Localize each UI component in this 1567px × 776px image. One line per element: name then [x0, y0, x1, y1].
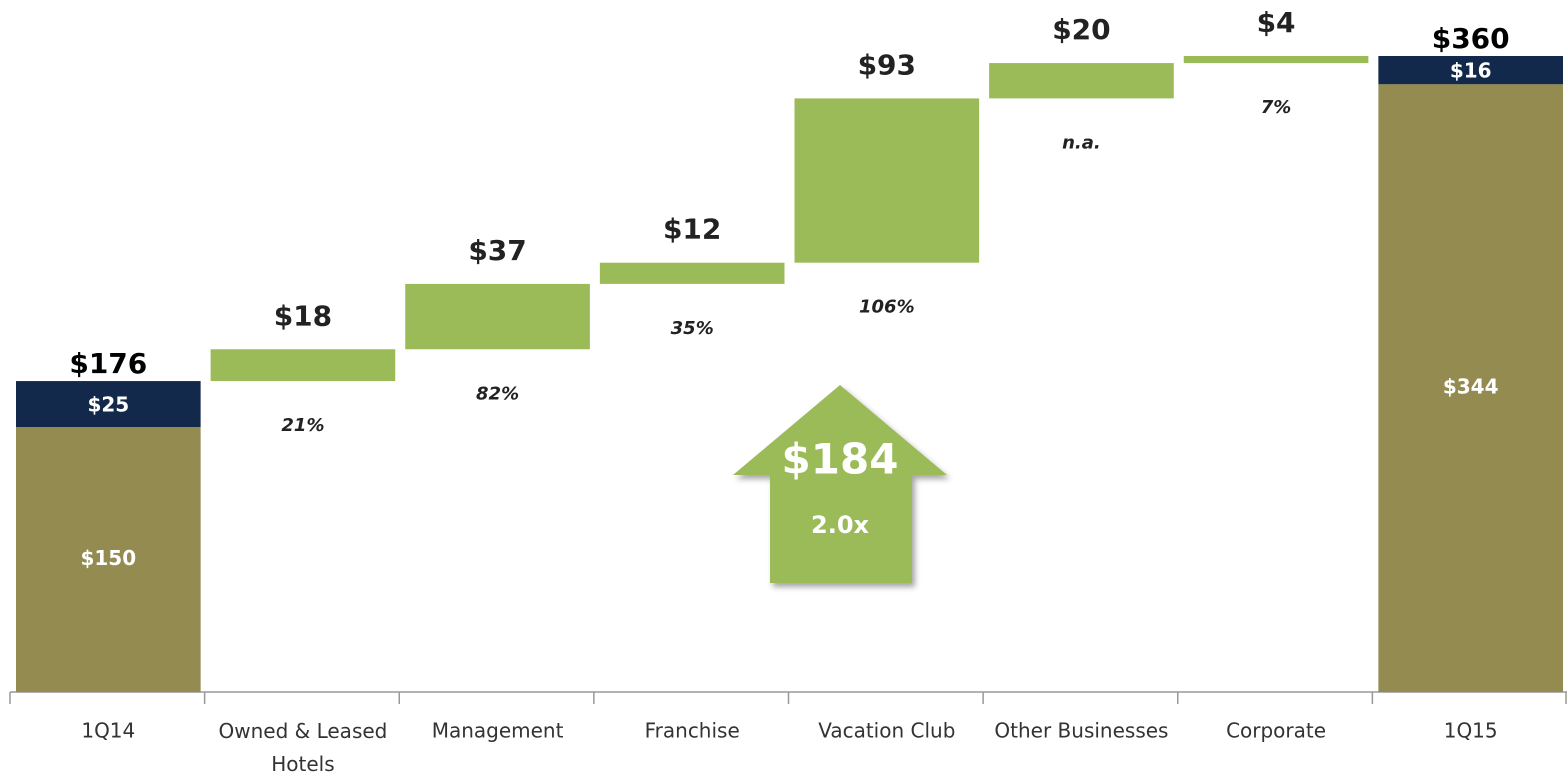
bar	[405, 283, 590, 350]
segment-label: $150	[80, 546, 136, 570]
growth-label: n.a.	[1062, 132, 1101, 153]
growth-arrow	[733, 385, 947, 583]
growth-label: 106%	[859, 297, 915, 318]
label-line: Hotels	[271, 752, 334, 776]
segment-label: $344	[1443, 375, 1499, 399]
growth-label: 7%	[1261, 97, 1292, 118]
value-label: $93	[858, 48, 916, 81]
growth-label: 21%	[281, 415, 324, 436]
value-label: $4	[1257, 6, 1296, 39]
bar	[210, 349, 396, 382]
arrow-value: $184	[782, 435, 899, 484]
value-label: $20	[1052, 13, 1110, 46]
segment-label: $16	[1450, 59, 1492, 83]
bar	[989, 63, 1174, 99]
x-tick-label: Owned & Leased Hotels	[219, 719, 388, 776]
total-label: $176	[69, 347, 147, 380]
value-label: $37	[468, 234, 526, 267]
value-label: $12	[663, 213, 721, 246]
segment-label: $25	[87, 393, 129, 417]
bar-segment	[1378, 56, 1563, 85]
x-tick-label: Other Businesses	[994, 719, 1168, 743]
value-label: $18	[274, 299, 332, 332]
bar-segment	[16, 427, 201, 692]
x-tick-label: 1Q14	[81, 719, 135, 743]
total-label: $360	[1432, 22, 1510, 55]
x-tick-label: 1Q15	[1444, 719, 1498, 743]
bar-segment	[1378, 84, 1563, 693]
bar	[1183, 56, 1369, 64]
x-tick-label: Corporate	[1226, 719, 1326, 743]
x-tick-label: Vacation Club	[818, 719, 955, 743]
growth-label: 35%	[671, 318, 714, 339]
growth-label: 82%	[476, 383, 519, 404]
arrow-multiple: 2.0x	[811, 511, 870, 539]
bar	[599, 262, 785, 284]
x-tick-label: Franchise	[645, 719, 740, 743]
bar-segment	[16, 381, 201, 427]
x-tick-label: Management	[432, 719, 564, 743]
label-line: Owned & Leased	[219, 719, 388, 743]
bar	[794, 98, 980, 263]
